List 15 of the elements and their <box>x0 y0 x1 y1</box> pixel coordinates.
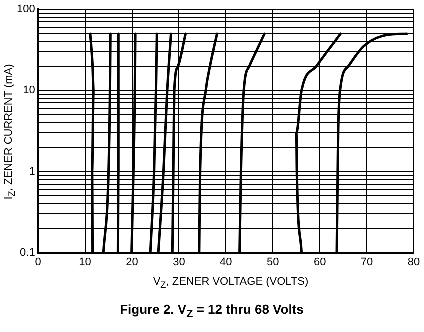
x-tick-label: 50 <box>267 256 280 268</box>
x-tick-label: 30 <box>173 256 186 268</box>
y-tick-label: 100 <box>16 4 36 16</box>
y-tick-label: 1 <box>29 166 36 178</box>
x-tick-label: 10 <box>79 256 92 268</box>
x-tick-label: 0 <box>35 256 42 268</box>
x-tick-label: 60 <box>314 256 326 268</box>
x-tick-label: 20 <box>126 256 138 268</box>
text: Figure 2. V$_{Z}$ = 12 thru 68 Volts <box>119 302 305 321</box>
x-axis-title: V$_{Z}$, ZENER VOLTAGE (VOLTS) <box>152 276 310 290</box>
x-tick-label: 80 <box>408 256 420 268</box>
x-tick-label: 70 <box>360 256 374 268</box>
y-tick-label: 0.1 <box>20 246 36 259</box>
y-tick-label: 10 <box>23 84 36 97</box>
x-tick-label: 40 <box>220 256 232 268</box>
